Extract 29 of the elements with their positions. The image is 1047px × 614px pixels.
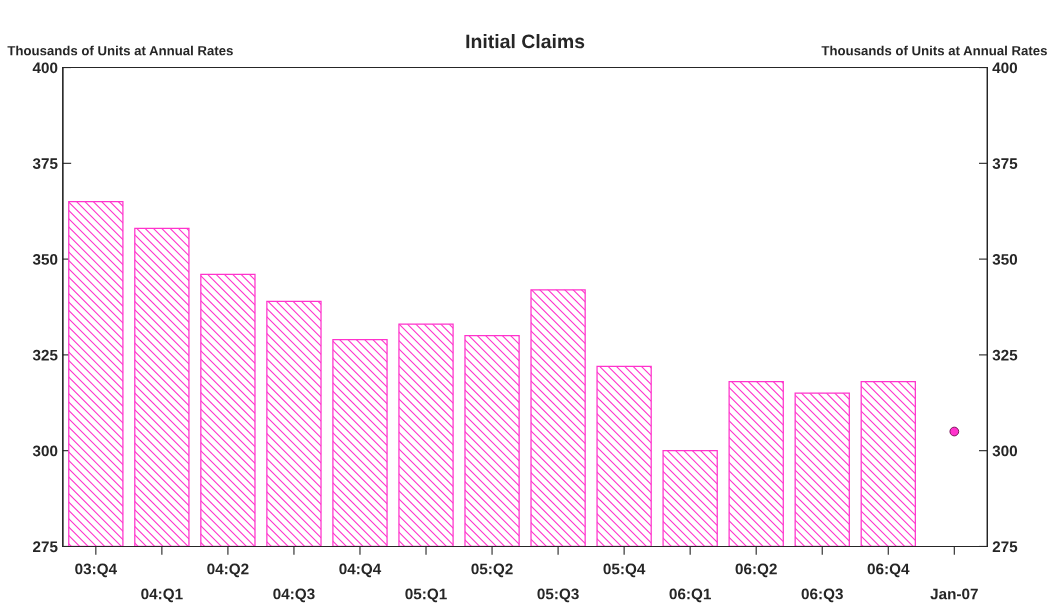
x-tick-label: 04:Q3	[273, 588, 315, 603]
y2-axis-title: Thousands of Units at Annual Rates	[821, 45, 1047, 56]
x-tick-label: 04:Q1	[141, 588, 183, 603]
x-tick-label: 06:Q1	[669, 588, 711, 603]
x-tick-label: 03:Q4	[75, 563, 117, 578]
x-tick-label: Jan-07	[930, 588, 978, 600]
y-axis-title: Thousands of Units at Annual Rates	[7, 45, 233, 56]
y2-tick-label: 325	[992, 349, 1018, 361]
y-tick-label: 400	[32, 62, 58, 74]
x-tick-label: 05:Q4	[603, 563, 646, 578]
y-tick-label: 300	[32, 445, 58, 457]
y-tick-label: 375	[32, 158, 58, 170]
y-tick-label: 325	[32, 349, 58, 361]
x-tick-label: 04:Q4	[339, 563, 382, 578]
x-tick-label: 05:Q3	[537, 588, 579, 603]
y2-tick-label: 400	[992, 62, 1018, 74]
y-tick-label: 275	[33, 541, 58, 553]
y2-tick-label: 300	[992, 445, 1018, 457]
x-tick-label: 06:Q4	[867, 563, 910, 578]
x-tick-label: 04:Q2	[207, 563, 249, 578]
x-tick-label: 06:Q3	[801, 588, 843, 603]
x-tick-label: 06:Q2	[735, 563, 777, 578]
y2-tick-label: 375	[992, 158, 1018, 170]
x-tick-label: 05:Q2	[471, 563, 513, 578]
y2-tick-label: 275	[992, 541, 1018, 553]
y-tick-label: 350	[32, 253, 58, 265]
y2-tick-label: 350	[992, 253, 1018, 265]
x-tick-label: 05:Q1	[405, 588, 447, 603]
chart-title: Initial Claims	[466, 34, 585, 49]
